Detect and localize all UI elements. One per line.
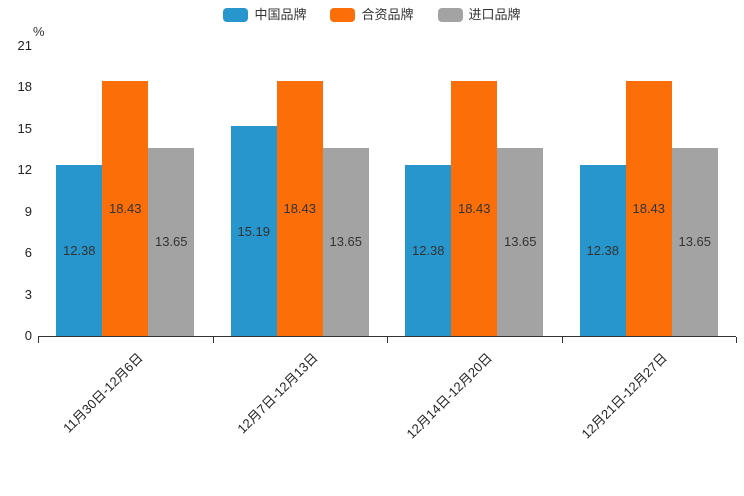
bar-value-label: 13.65	[503, 234, 537, 250]
legend-swatch-icon	[330, 8, 356, 22]
legend-label: 进口品牌	[468, 7, 521, 22]
x-axis-line	[38, 336, 736, 337]
bar-value-label: 18.43	[632, 201, 666, 217]
y-axis-tick-label: 21	[17, 38, 32, 53]
bar-series2-group2[interactable]: 18.43	[276, 81, 323, 336]
x-axis-category-label: 11月30日-12月6日	[60, 350, 146, 436]
x-axis-tick	[38, 337, 39, 343]
bar-series1-group1[interactable]: 12.38	[56, 165, 103, 336]
x-axis-category-label: 12月21日-12月27日	[578, 350, 670, 442]
bar-series1-group4[interactable]: 12.38	[579, 165, 626, 336]
bar-value-label: 13.65	[329, 234, 363, 250]
bar-value-label: 18.43	[457, 201, 491, 217]
bar-series3-group3[interactable]: 13.65	[497, 147, 544, 336]
bar-series2-group1[interactable]: 18.43	[102, 81, 149, 336]
bar-value-label: 18.43	[108, 201, 142, 217]
x-axis-category-label: 12月7日-12月13日	[234, 350, 321, 437]
bar-value-label: 12.38	[62, 243, 96, 258]
bar-value-label: 13.65	[154, 234, 188, 250]
y-axis-tick-label: 12	[17, 162, 32, 178]
bar-series3-group1[interactable]: 13.65	[148, 147, 195, 336]
bar-series3-group4[interactable]: 13.65	[671, 147, 718, 336]
legend-label: 中国品牌	[254, 7, 307, 22]
bar-series1-group2[interactable]: 15.19	[230, 126, 277, 336]
bar-value-label: 15.19	[237, 223, 271, 239]
x-axis-tick	[387, 337, 388, 343]
legend-item-3[interactable]: 进口品牌	[437, 7, 521, 22]
x-axis-tick	[212, 337, 214, 343]
y-axis-tick-label: 6	[24, 245, 32, 261]
y-axis-tick-label: 0	[24, 328, 32, 343]
bar-series1-group3[interactable]: 12.38	[405, 165, 452, 336]
legend-swatch-icon	[437, 8, 463, 22]
bar-series2-group3[interactable]: 18.43	[451, 81, 498, 336]
legend-item-1[interactable]: 中国品牌	[223, 8, 306, 22]
x-axis-tick	[561, 337, 563, 343]
bar-series2-group4[interactable]: 18.43	[625, 81, 672, 336]
y-axis-tick-label: 15	[17, 120, 32, 136]
bar-series3-group2[interactable]: 13.65	[322, 147, 369, 336]
y-axis-unit-label: %	[33, 24, 45, 39]
y-axis-tick-label: 3	[24, 286, 32, 302]
bar-value-label: 18.43	[283, 201, 317, 217]
legend-swatch-icon	[223, 8, 249, 22]
y-axis-tick-label: 9	[24, 203, 32, 219]
legend-item-2[interactable]: 合资品牌	[330, 7, 414, 22]
bar-value-label: 12.38	[411, 243, 445, 258]
x-axis-category-label: 12月14日-12月20日	[403, 350, 495, 442]
legend-label: 合资品牌	[361, 7, 414, 22]
y-axis-tick-label: 18	[17, 79, 32, 95]
bar-value-label: 13.65	[678, 234, 712, 250]
bar-value-label: 12.38	[586, 243, 620, 258]
legend: 中国品牌 合资品牌 进口品牌	[0, 8, 744, 22]
x-axis-tick	[736, 337, 737, 343]
